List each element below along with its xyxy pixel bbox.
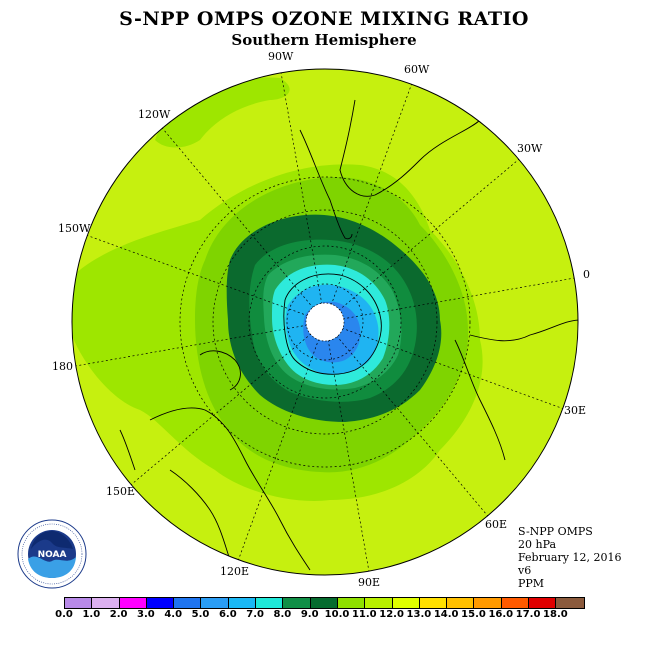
meridians bbox=[75, 72, 575, 572]
colorbar-cell bbox=[474, 598, 502, 608]
colorbar-cell bbox=[146, 598, 175, 608]
meridian-line bbox=[324, 321, 563, 409]
meridian-line bbox=[162, 127, 326, 323]
colorbar-cell bbox=[447, 598, 475, 608]
lon-label-0: 0 bbox=[583, 268, 590, 281]
colorbar-labels: 0.0 1.0 2.0 3.0 4.0 5.0 6.0 7.0 8.0 9.0 10.0 11.0 12… bbox=[0, 609, 648, 623]
colorbar-label: 18.0 bbox=[543, 609, 568, 620]
lon-label-150w: 150W bbox=[58, 222, 91, 235]
colorbar-cell bbox=[201, 598, 229, 608]
lon-label-60e: 60E bbox=[485, 518, 507, 531]
ozone-patch-top bbox=[155, 77, 290, 148]
colorbar-cell bbox=[501, 598, 530, 608]
lon-label-150e: 150E bbox=[106, 485, 135, 498]
lon-label-30e: 30E bbox=[564, 404, 586, 417]
meridian-line bbox=[324, 159, 520, 323]
longitude-labels: 90W 60W 30W 0 30E 60E 90E 120E 150E 180 … bbox=[52, 50, 590, 589]
lon-label-90e: 90E bbox=[358, 576, 380, 589]
colorbar-label: 13.0 bbox=[406, 609, 432, 620]
colorbar-cell bbox=[337, 598, 366, 608]
colorbar-cell bbox=[529, 598, 557, 608]
pole-circle bbox=[305, 302, 345, 342]
globe-outline bbox=[71, 68, 579, 576]
colorbar-label: 17.0 bbox=[515, 609, 541, 620]
colorbar-cell bbox=[556, 598, 584, 608]
colorbar-label: 4.0 bbox=[164, 609, 183, 620]
colorbar-label: 7.0 bbox=[246, 609, 264, 620]
meridian-line bbox=[87, 235, 326, 323]
meridian-line bbox=[238, 321, 326, 560]
meridian-line bbox=[324, 321, 488, 517]
colorbar-label: 14.0 bbox=[433, 609, 459, 620]
colorbar-label: 12.0 bbox=[379, 609, 404, 620]
colorbar-label: 6.0 bbox=[218, 609, 237, 620]
colorbar-cell bbox=[174, 598, 202, 608]
colorbar-label: 3.0 bbox=[137, 609, 155, 620]
colorbar-label: 11.0 bbox=[351, 609, 377, 620]
colorbar-label: 1.0 bbox=[82, 609, 101, 620]
coastlines bbox=[119, 99, 578, 571]
meridian-line bbox=[324, 84, 412, 323]
noaa-logo: NOAA bbox=[17, 519, 87, 589]
info-units: PPM bbox=[518, 577, 545, 590]
colorbar-cell bbox=[365, 598, 393, 608]
colorbar-label: 2.0 bbox=[109, 609, 128, 620]
colorbar-label: 16.0 bbox=[488, 609, 514, 620]
colorbar-cell bbox=[283, 598, 311, 608]
lon-label-60w: 60W bbox=[404, 63, 430, 76]
lon-label-30w: 30W bbox=[517, 142, 543, 155]
colorbar-cell bbox=[392, 598, 420, 608]
colorbar bbox=[64, 597, 585, 609]
lon-label-90w: 90W bbox=[268, 50, 294, 63]
map-subtitle: Southern Hemisphere bbox=[231, 31, 417, 49]
colorbar-label: 15.0 bbox=[461, 609, 486, 620]
map-title: S-NPP OMPS OZONE MIXING RATIO bbox=[119, 8, 529, 30]
colorbar-cell bbox=[256, 598, 284, 608]
colorbar-cell bbox=[419, 598, 448, 608]
south-pole-cap bbox=[306, 303, 344, 341]
colorbar-cell bbox=[92, 598, 120, 608]
meridian-line bbox=[130, 321, 326, 485]
colorbar-label: 5.0 bbox=[191, 609, 210, 620]
lon-label-180: 180 bbox=[52, 360, 73, 373]
colorbar-cell bbox=[310, 598, 338, 608]
meridian-line bbox=[75, 321, 326, 367]
meridian-line bbox=[324, 321, 370, 572]
info-version: v6 bbox=[518, 564, 532, 577]
colorbar-label: 0.0 bbox=[55, 609, 73, 620]
colorbar-label: 10.0 bbox=[324, 609, 350, 620]
meridian-line bbox=[280, 72, 326, 323]
latitude-circles bbox=[179, 176, 471, 468]
info-date: February 12, 2016 bbox=[518, 551, 622, 564]
colorbar-cell bbox=[228, 598, 257, 608]
noaa-logo-text: NOAA bbox=[38, 550, 67, 560]
colorbar-cell bbox=[65, 598, 93, 608]
colorbar-label: 8.0 bbox=[273, 609, 292, 620]
info-instrument: S-NPP OMPS bbox=[518, 525, 593, 538]
colorbar-cell bbox=[119, 598, 147, 608]
lon-label-120e: 120E bbox=[220, 565, 249, 578]
colorbar-label: 9.0 bbox=[300, 609, 319, 620]
info-level: 20 hPa bbox=[518, 538, 557, 551]
meridian-line bbox=[324, 277, 575, 323]
lon-label-120w: 120W bbox=[138, 108, 171, 121]
